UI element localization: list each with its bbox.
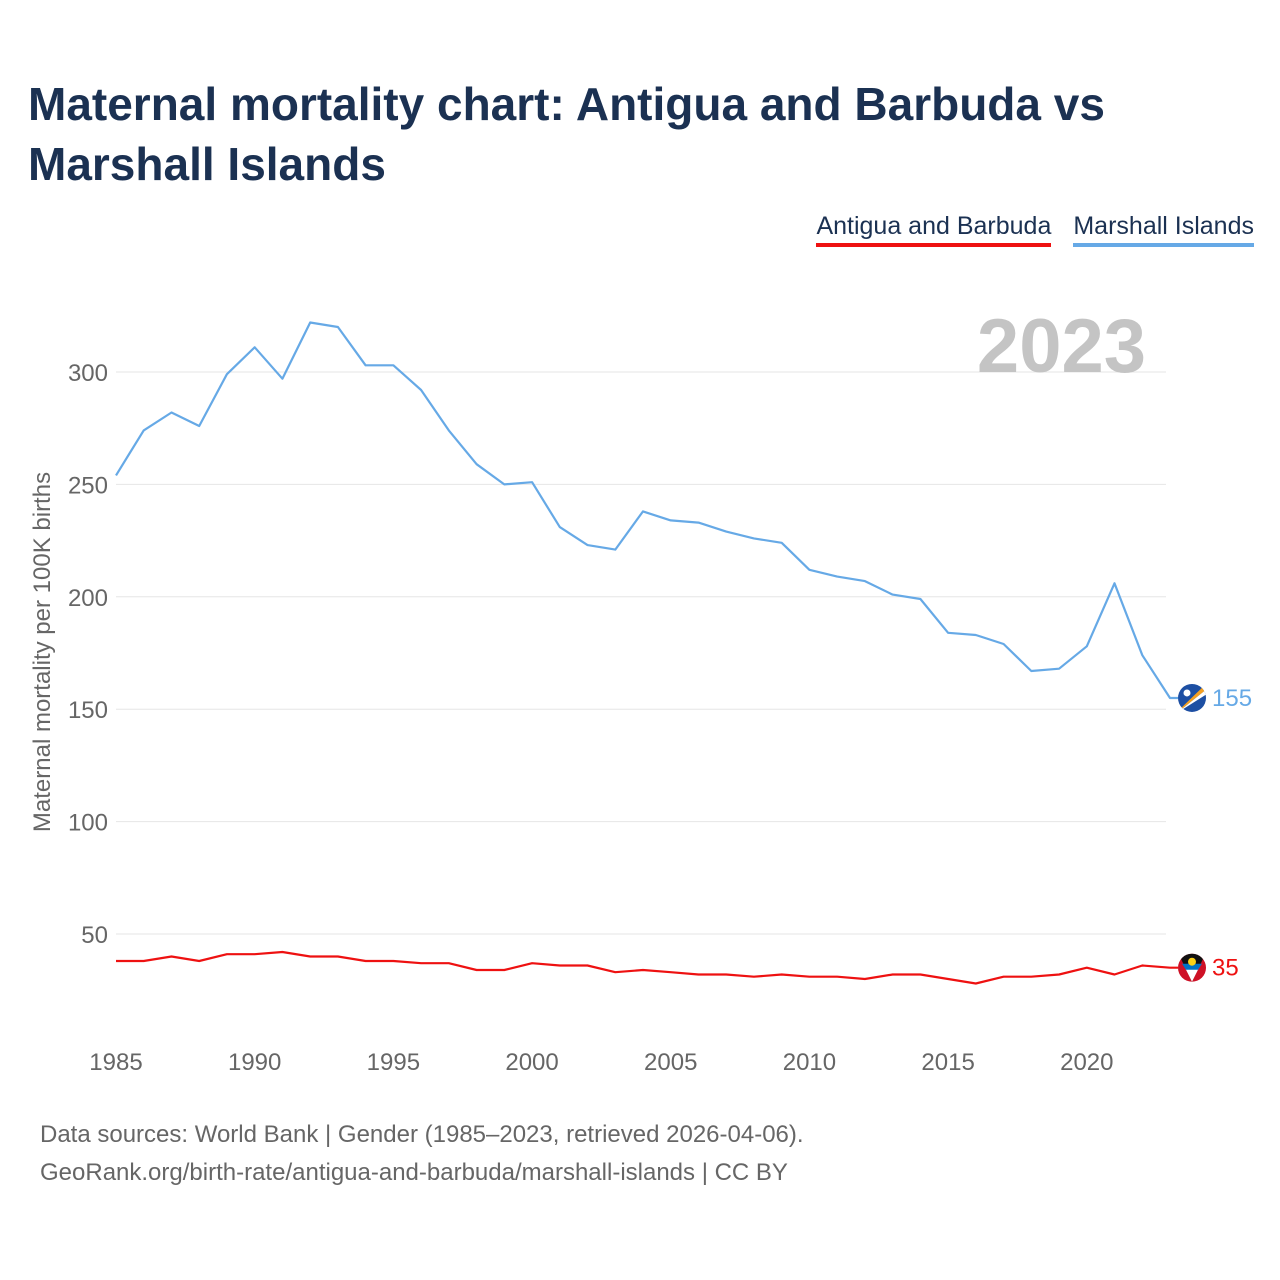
x-tick-label: 2005 (644, 1049, 697, 1076)
antigua-and-barbuda-flag-icon (1178, 953, 1206, 982)
x-tick-label: 1990 (228, 1049, 281, 1076)
legend-item-marshall-islands[interactable]: Marshall Islands (1073, 212, 1254, 247)
end-label-antigua-and-barbuda: 35 (1212, 955, 1239, 982)
series-lines (115, 321, 1178, 985)
year-watermark: 2023 (977, 304, 1146, 389)
legend-item-antigua-and-barbuda[interactable]: Antigua and Barbuda (816, 212, 1052, 247)
footer: Data sources: World Bank | Gender (1985–… (40, 1116, 804, 1192)
x-tick-label: 2000 (505, 1049, 558, 1076)
y-tick-label: 50 (81, 922, 108, 949)
y-axis-ticks: 50 100 150 200 250 300 (68, 360, 108, 949)
chart-title: Maternal mortality chart: Antigua and Ba… (28, 78, 1105, 190)
x-tick-label: 2015 (921, 1049, 974, 1076)
y-tick-label: 250 (68, 472, 108, 499)
marshall-islands-flag-icon (1178, 683, 1206, 712)
x-tick-label: 2010 (783, 1049, 836, 1076)
end-label-marshall-islands: 155 (1212, 685, 1252, 712)
y-tick-label: 200 (68, 585, 108, 612)
y-tick-label: 300 (68, 360, 108, 387)
data-source-text: Data sources: World Bank | Gender (1985–… (40, 1121, 804, 1148)
x-axis-ticks: 1985 1990 1995 2000 2005 2010 2015 2020 (89, 1049, 1113, 1076)
y-axis-label: Maternal mortality per 100K births (29, 472, 56, 832)
series-line-antigua-and-barbuda (116, 950, 1178, 985)
series-line-marshall-islands (115, 321, 1178, 700)
y-tick-label: 150 (68, 697, 108, 724)
x-tick-label: 1995 (367, 1049, 420, 1076)
x-tick-label: 2020 (1060, 1049, 1113, 1076)
x-tick-label: 1985 (89, 1049, 142, 1076)
y-tick-label: 100 (68, 810, 108, 837)
source-url-text: GeoRank.org/birth-rate/antigua-and-barbu… (40, 1159, 788, 1186)
gridlines (116, 371, 1166, 935)
legend: Antigua and Barbuda Marshall Islands (816, 212, 1254, 247)
